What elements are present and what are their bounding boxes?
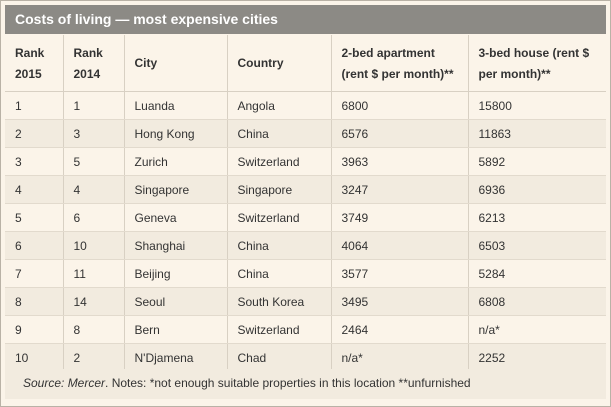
cell-rank-2014: 1 xyxy=(63,91,125,120)
cell-2bed-rent: 3577 xyxy=(331,259,469,288)
table-row: 10 2 N'Djamena Chad n/a* 2252 xyxy=(5,343,606,372)
cell-rank-2015: 8 xyxy=(5,287,64,316)
table-row: 9 8 Bern Switzerland 2464 n/a* xyxy=(5,315,606,344)
cell-country: South Korea xyxy=(227,287,332,316)
cell-city: Beijing xyxy=(124,259,228,288)
cell-3bed-rent: 6936 xyxy=(468,175,606,204)
table-row: 1 1 Luanda Angola 6800 15800 xyxy=(5,91,606,120)
cell-rank-2014: 3 xyxy=(63,119,125,148)
cell-2bed-rent: 6576 xyxy=(331,119,469,148)
table-footer: Source: Mercer. Notes: *not enough suita… xyxy=(5,369,606,399)
header-2bed-apartment: 2-bed apartment (rent $ per month)** xyxy=(331,35,469,92)
cell-city: Shanghai xyxy=(124,231,228,260)
table-row: 6 10 Shanghai China 4064 6503 xyxy=(5,231,606,260)
cell-rank-2014: 2 xyxy=(63,343,125,372)
footer-note: Source: Mercer. Notes: *not enough suita… xyxy=(23,376,471,390)
header-rank-2015: Rank 2015 xyxy=(5,35,64,92)
cell-country: Angola xyxy=(227,91,332,120)
cell-rank-2014: 4 xyxy=(63,175,125,204)
cell-2bed-rent: 3247 xyxy=(331,175,469,204)
cell-country: Singapore xyxy=(227,175,332,204)
cell-2bed-rent: 3963 xyxy=(331,147,469,176)
cell-rank-2014: 5 xyxy=(63,147,125,176)
table-title: Costs of living — most expensive cities xyxy=(15,11,278,27)
cell-2bed-rent: 3749 xyxy=(331,203,469,232)
cell-3bed-rent: 6808 xyxy=(468,287,606,316)
cell-country: China xyxy=(227,231,332,260)
cell-2bed-rent: n/a* xyxy=(331,343,469,372)
cell-city: Zurich xyxy=(124,147,228,176)
cell-rank-2015: 7 xyxy=(5,259,64,288)
cell-country: China xyxy=(227,119,332,148)
cost-of-living-table: Rank 2015 Rank 2014 City Country 2-bed apa… xyxy=(5,35,606,372)
header-3bed-house: 3-bed house (rent $ per month)** xyxy=(468,35,606,92)
cell-country: Switzerland xyxy=(227,147,332,176)
footer-source: Source: Mercer xyxy=(23,376,106,390)
cell-rank-2015: 10 xyxy=(5,343,64,372)
cell-city: Hong Kong xyxy=(124,119,228,148)
table-row: 3 5 Zurich Switzerland 3963 5892 xyxy=(5,147,606,176)
cell-3bed-rent: n/a* xyxy=(468,315,606,344)
cell-city: Luanda xyxy=(124,91,228,120)
cell-rank-2015: 3 xyxy=(5,147,64,176)
cell-rank-2015: 5 xyxy=(5,203,64,232)
cell-rank-2015: 4 xyxy=(5,175,64,204)
cell-city: N'Djamena xyxy=(124,343,228,372)
cell-2bed-rent: 6800 xyxy=(331,91,469,120)
header-country: Country xyxy=(227,35,332,92)
header-rank-2014: Rank 2014 xyxy=(63,35,125,92)
cell-rank-2014: 8 xyxy=(63,315,125,344)
cell-city: Seoul xyxy=(124,287,228,316)
footer-notes: . Notes: *not enough suitable properties… xyxy=(105,376,471,390)
cell-3bed-rent: 5284 xyxy=(468,259,606,288)
table-row: 7 11 Beijing China 3577 5284 xyxy=(5,259,606,288)
cell-country: Switzerland xyxy=(227,315,332,344)
cell-rank-2014: 6 xyxy=(63,203,125,232)
table-row: 4 4 Singapore Singapore 3247 6936 xyxy=(5,175,606,204)
table-row: 2 3 Hong Kong China 6576 11863 xyxy=(5,119,606,148)
cell-3bed-rent: 5892 xyxy=(468,147,606,176)
table-row: 5 6 Geneva Switzerland 3749 6213 xyxy=(5,203,606,232)
cell-3bed-rent: 2252 xyxy=(468,343,606,372)
cell-rank-2014: 10 xyxy=(63,231,125,260)
table-row: 8 14 Seoul South Korea 3495 6808 xyxy=(5,287,606,316)
cell-city: Bern xyxy=(124,315,228,344)
cell-3bed-rent: 11863 xyxy=(468,119,606,148)
cell-rank-2015: 6 xyxy=(5,231,64,260)
cell-2bed-rent: 3495 xyxy=(331,287,469,316)
cell-rank-2015: 2 xyxy=(5,119,64,148)
cell-country: Chad xyxy=(227,343,332,372)
cell-3bed-rent: 15800 xyxy=(468,91,606,120)
header-city: City xyxy=(124,35,228,92)
cell-rank-2015: 1 xyxy=(5,91,64,120)
cell-2bed-rent: 2464 xyxy=(331,315,469,344)
cell-rank-2015: 9 xyxy=(5,315,64,344)
cell-2bed-rent: 4064 xyxy=(331,231,469,260)
cell-3bed-rent: 6503 xyxy=(468,231,606,260)
cell-country: China xyxy=(227,259,332,288)
cell-rank-2014: 14 xyxy=(63,287,125,316)
cell-city: Geneva xyxy=(124,203,228,232)
cell-city: Singapore xyxy=(124,175,228,204)
cell-3bed-rent: 6213 xyxy=(468,203,606,232)
cell-rank-2014: 11 xyxy=(63,259,125,288)
cell-country: Switzerland xyxy=(227,203,332,232)
header-row: Rank 2015 Rank 2014 City Country 2-bed apa… xyxy=(5,35,606,92)
table-title-bar: Costs of living — most expensive cities xyxy=(5,5,606,34)
